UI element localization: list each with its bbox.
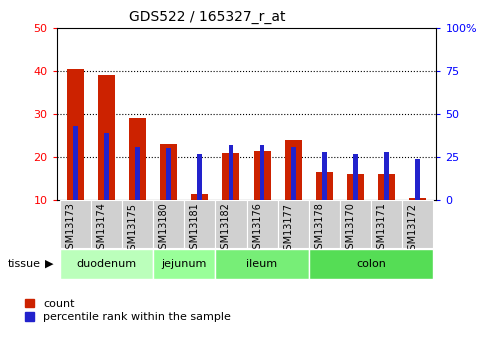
Bar [291,147,295,200]
Bar [309,200,340,248]
Bar [409,198,426,200]
Bar [246,200,278,248]
Bar [184,200,215,248]
Text: GSM13175: GSM13175 [128,203,138,256]
Bar [153,200,184,248]
Bar [353,154,358,200]
Bar [371,200,402,248]
Bar [384,152,389,200]
Bar [260,145,264,200]
Bar [222,152,240,200]
Text: GSM13177: GSM13177 [283,203,293,256]
Bar [91,200,122,248]
Bar [135,147,140,200]
Bar [284,140,302,200]
Text: ileum: ileum [246,259,278,269]
Bar [67,69,84,200]
Bar [378,174,395,200]
Bar [60,249,153,279]
Text: GSM13173: GSM13173 [66,203,75,255]
Text: duodenum: duodenum [76,259,137,269]
Bar [198,154,202,200]
Text: ▶: ▶ [45,259,53,269]
Bar [322,152,327,200]
Bar [253,150,271,200]
Text: jejunum: jejunum [162,259,207,269]
Bar [316,172,333,200]
Bar [104,133,109,200]
Bar [129,118,146,200]
Text: GSM13182: GSM13182 [221,203,231,255]
Bar [166,148,171,200]
Bar [153,249,215,279]
Bar [160,144,177,200]
Text: GSM13176: GSM13176 [252,203,262,255]
Bar [60,200,91,248]
Text: GSM13172: GSM13172 [408,203,418,256]
Bar [415,159,420,200]
Text: GSM13174: GSM13174 [97,203,106,255]
Text: colon: colon [356,259,386,269]
Bar [278,200,309,248]
Bar [73,126,78,200]
Legend: count, percentile rank within the sample: count, percentile rank within the sample [25,299,231,322]
Bar [347,174,364,200]
Bar [229,145,233,200]
Text: GSM13181: GSM13181 [190,203,200,255]
Text: GDS522 / 165327_r_at: GDS522 / 165327_r_at [129,10,285,24]
Bar [402,200,433,248]
Bar [215,249,309,279]
Bar [122,200,153,248]
Bar [309,249,433,279]
Text: GSM13180: GSM13180 [159,203,169,255]
Text: GSM13178: GSM13178 [315,203,324,255]
Text: tissue: tissue [7,259,40,269]
Bar [340,200,371,248]
Bar [98,75,115,200]
Text: GSM13171: GSM13171 [377,203,387,255]
Bar [191,194,209,200]
Bar [215,200,246,248]
Text: GSM13170: GSM13170 [346,203,355,255]
